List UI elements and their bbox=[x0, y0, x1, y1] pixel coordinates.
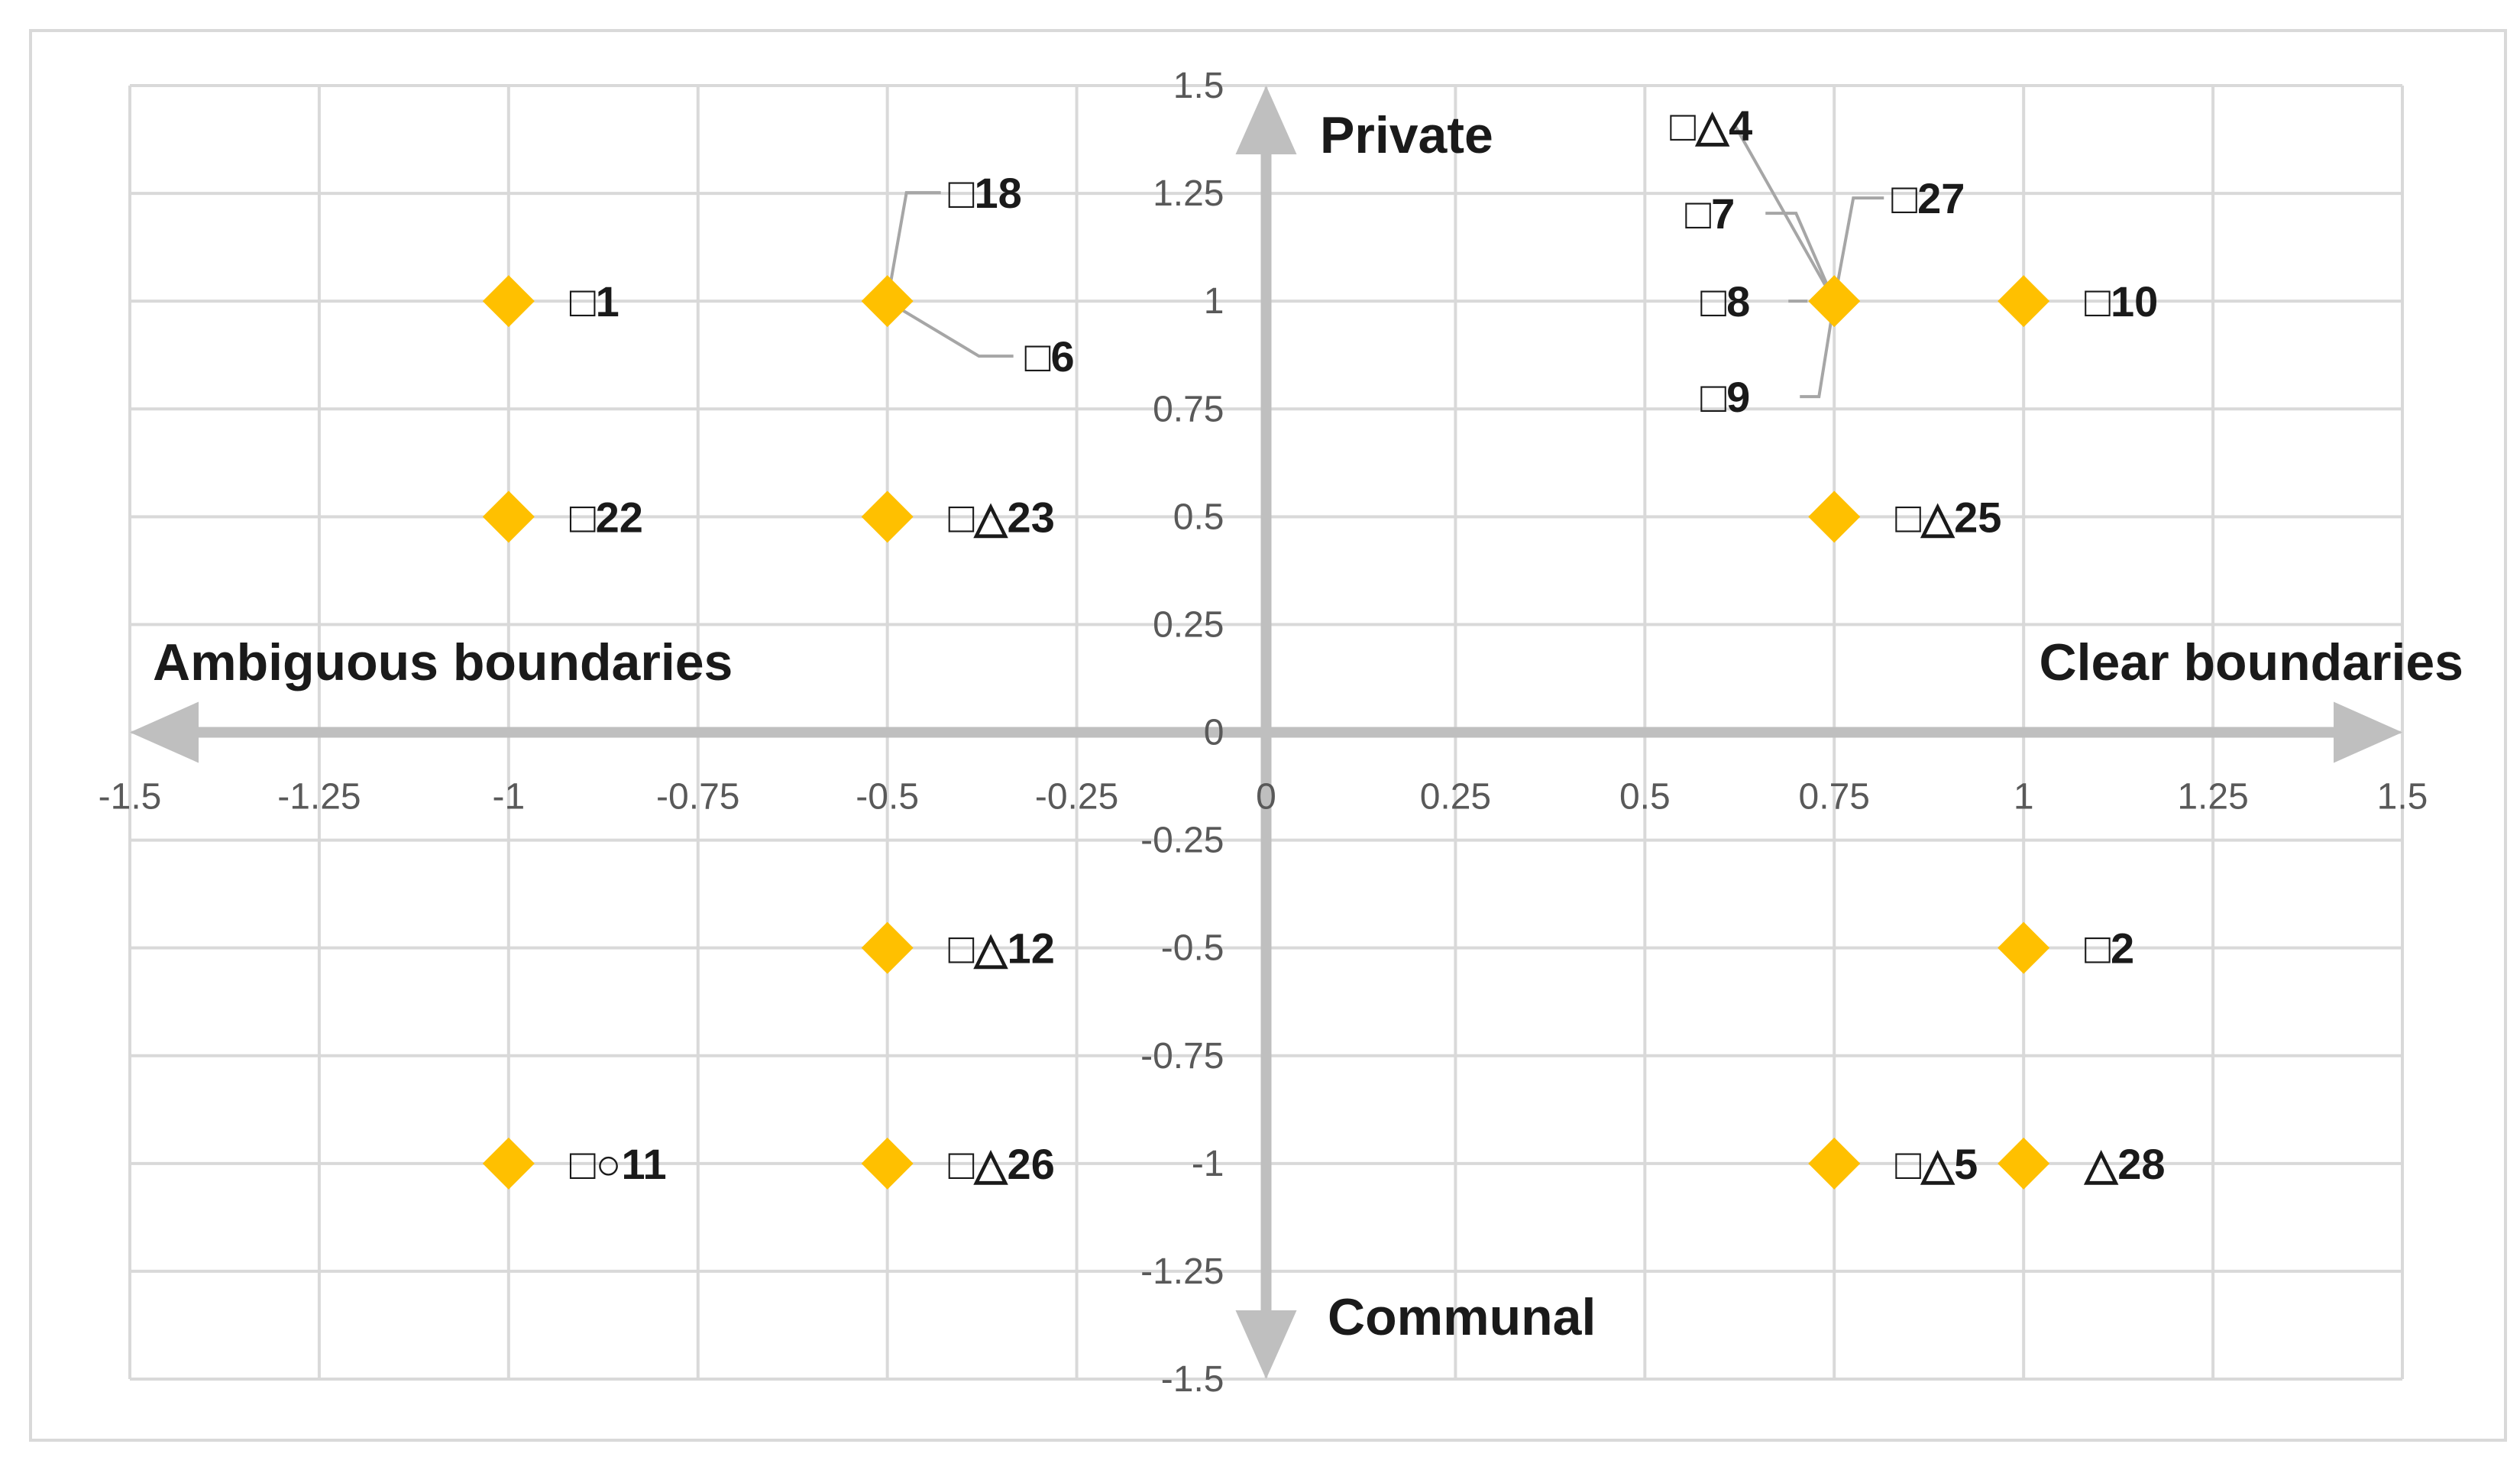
x-tick-label: 0.5 bbox=[1619, 777, 1671, 818]
x-tick-label: 0.25 bbox=[1420, 777, 1491, 818]
data-point-marker bbox=[861, 275, 914, 328]
y-tick-label: 0.75 bbox=[1153, 389, 1224, 429]
x-axis-title-left: Ambiguous boundaries bbox=[153, 633, 733, 691]
data-point-label: □△5 bbox=[1895, 1140, 1978, 1188]
label-leader-line bbox=[1833, 196, 1884, 302]
data-point-label: □27 bbox=[1891, 174, 1965, 222]
data-point-marker bbox=[861, 1137, 914, 1190]
data-point-marker bbox=[1998, 1137, 2050, 1190]
x-tick-label: 1.5 bbox=[2377, 777, 2428, 818]
data-point-label: □22 bbox=[570, 493, 643, 541]
x-tick-label: 0 bbox=[1256, 777, 1276, 818]
tick-labels: -1.5 -1.25 -1 -0.75 -0.5 -0.25 0 0.25 0.5 0.75 1 1.… bbox=[99, 66, 2428, 1400]
y-tick-label: 0.25 bbox=[1153, 604, 1224, 645]
y-axis-title-bottom: Communal bbox=[1328, 1288, 1596, 1346]
leader-lines bbox=[885, 125, 1884, 399]
data-point-marker bbox=[1808, 491, 1861, 543]
data-point-marker bbox=[861, 491, 914, 543]
y-tick-label: 1 bbox=[1204, 281, 1224, 322]
data-point-label: □9 bbox=[1700, 373, 1750, 421]
data-point-marker bbox=[1808, 1137, 1861, 1190]
data-point-label: □7 bbox=[1685, 189, 1735, 238]
y-tick-label: -1.25 bbox=[1140, 1251, 1224, 1292]
data-point-label: □△23 bbox=[949, 493, 1055, 541]
axes bbox=[130, 86, 2402, 1379]
x-tick-label: -1.25 bbox=[277, 777, 361, 818]
data-point-label: □10 bbox=[2085, 277, 2158, 325]
x-tick-label: -0.25 bbox=[1035, 777, 1118, 818]
data-point-label: □1 bbox=[570, 277, 619, 325]
y-tick-label: -0.5 bbox=[1161, 928, 1224, 969]
data-point-label: □△25 bbox=[1895, 493, 2001, 541]
y-tick-label: 0.5 bbox=[1173, 497, 1224, 537]
data-point-label: □△26 bbox=[949, 1140, 1055, 1188]
x-axis-arrow-right bbox=[2334, 701, 2402, 763]
y-tick-label: 1.25 bbox=[1153, 173, 1224, 214]
y-axis-arrow-bottom bbox=[1235, 1310, 1297, 1379]
data-point-label: □18 bbox=[949, 169, 1022, 217]
label-leader-line bbox=[885, 191, 941, 302]
y-axis-arrow-top bbox=[1235, 86, 1297, 154]
data-point-marker bbox=[1808, 275, 1861, 328]
data-point-label: □△12 bbox=[949, 924, 1055, 973]
data-points bbox=[482, 275, 2050, 1190]
data-point-marker bbox=[1998, 921, 2050, 974]
x-tick-label: 1 bbox=[2014, 777, 2034, 818]
y-tick-label: 0 bbox=[1204, 713, 1224, 753]
x-tick-label: 1.25 bbox=[2177, 777, 2248, 818]
data-point-label: □△4 bbox=[1670, 102, 1752, 150]
label-leader-line bbox=[1765, 212, 1836, 302]
x-axis-arrow-left bbox=[130, 701, 199, 763]
data-point-label: □○11 bbox=[570, 1140, 667, 1188]
data-point-marker bbox=[861, 921, 914, 974]
x-tick-label: -1 bbox=[492, 777, 525, 818]
data-point-label: □6 bbox=[1025, 332, 1075, 380]
x-tick-label: -0.5 bbox=[856, 777, 919, 818]
x-tick-label: 0.75 bbox=[1799, 777, 1870, 818]
label-leader-line bbox=[886, 300, 1014, 358]
x-axis-title-right: Clear boundaries bbox=[2040, 633, 2464, 691]
data-point-marker bbox=[482, 275, 535, 328]
y-tick-label: -1 bbox=[1192, 1144, 1224, 1184]
x-tick-label: -0.75 bbox=[656, 777, 739, 818]
y-tick-label: -0.75 bbox=[1140, 1036, 1224, 1077]
y-tick-label: -0.25 bbox=[1140, 821, 1224, 861]
label-leader-line bbox=[1800, 300, 1836, 399]
y-tick-label: -1.5 bbox=[1161, 1359, 1224, 1400]
data-point-label: □2 bbox=[2085, 924, 2134, 973]
data-point-label: □8 bbox=[1700, 277, 1750, 325]
data-point-marker bbox=[482, 1137, 535, 1190]
x-tick-label: -1.5 bbox=[99, 777, 162, 818]
y-axis-title-top: Private bbox=[1320, 106, 1493, 164]
y-tick-label: 1.5 bbox=[1173, 66, 1224, 106]
data-point-label: △28 bbox=[2083, 1140, 2165, 1188]
data-point-marker bbox=[1998, 275, 2050, 328]
data-point-marker bbox=[482, 491, 535, 543]
data-labels: □1 □18 □6 □△4 □7 □27 □8 □9 □10 □22 □△23 □△25 □△12 □2 □… bbox=[570, 102, 2166, 1188]
